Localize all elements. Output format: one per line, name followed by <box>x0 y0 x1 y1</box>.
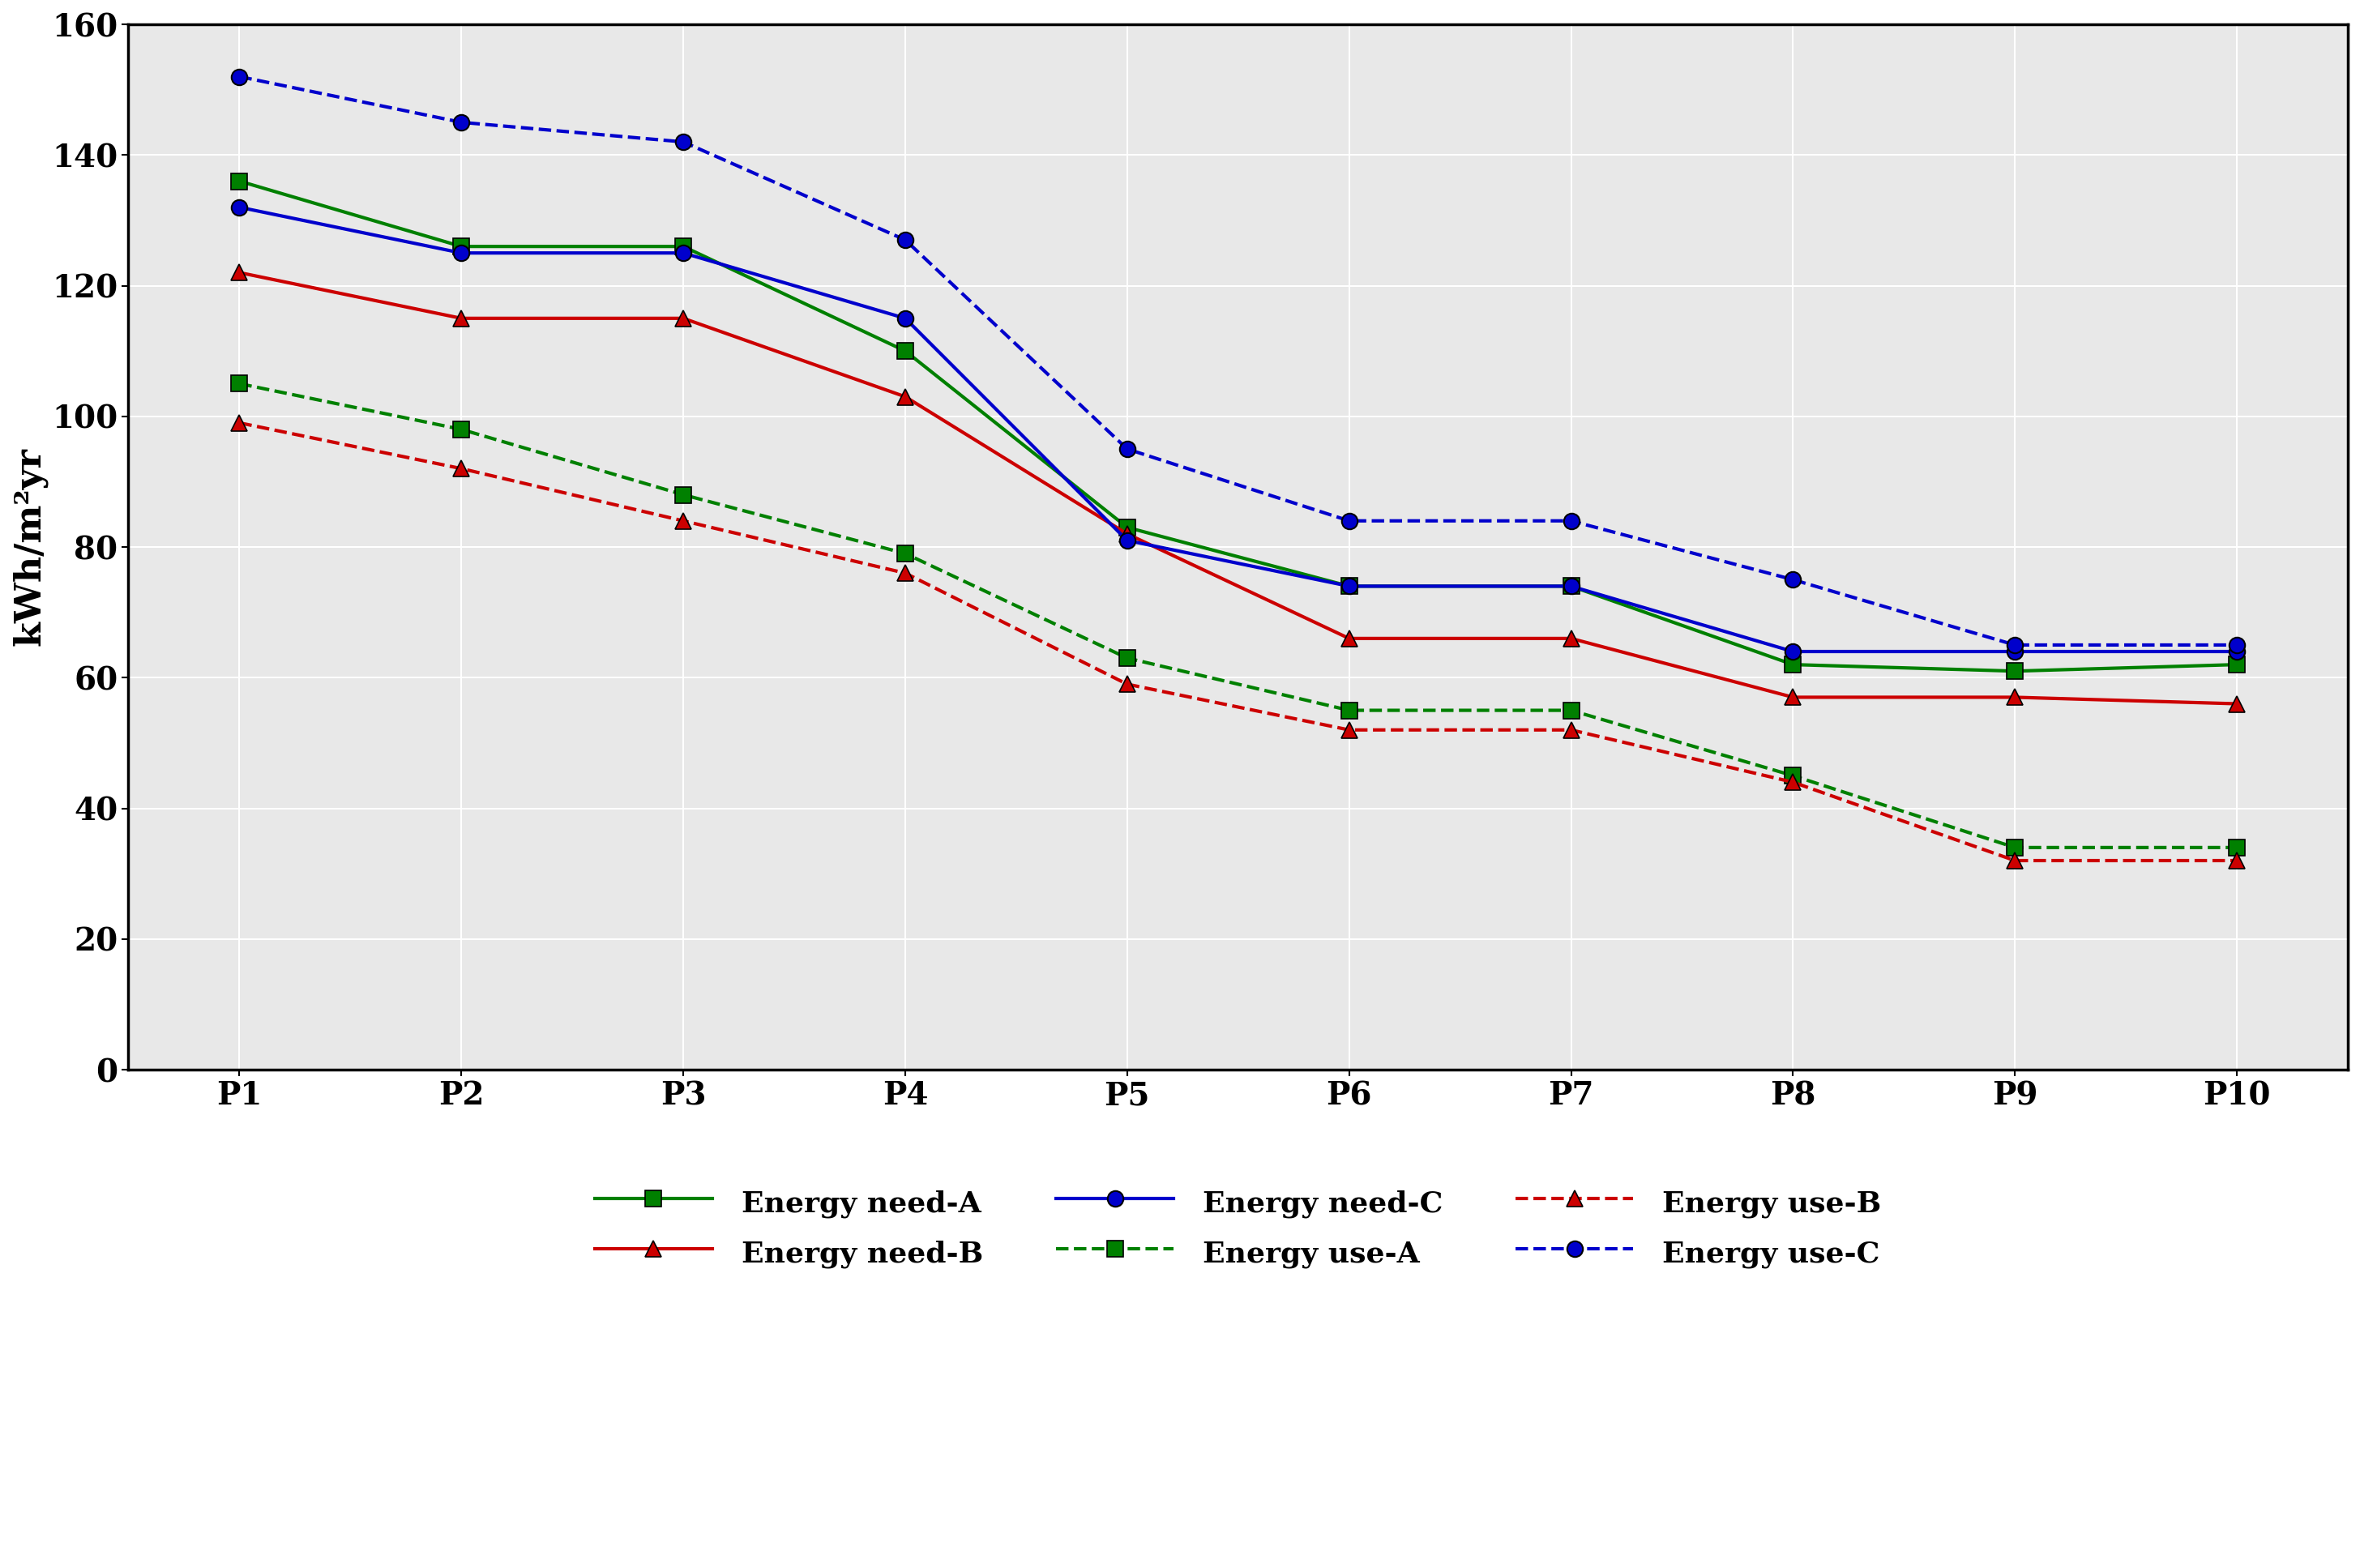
Energy use-A <box>1779 767 1808 786</box>
Energy use-C <box>1558 511 1586 530</box>
Energy use-B <box>1558 721 1586 740</box>
Energy need-C <box>224 198 253 216</box>
Line: Energy need-B: Energy need-B <box>231 265 2244 712</box>
Energy need-C <box>1114 532 1142 550</box>
Energy need-A <box>2223 655 2251 674</box>
Energy need-B <box>224 263 253 282</box>
Energy use-B <box>670 511 699 530</box>
Energy need-A <box>1558 577 1586 596</box>
Energy use-C <box>1114 439 1142 458</box>
Energy need-C <box>1779 643 1808 662</box>
Energy use-C <box>892 230 920 249</box>
Energy use-C <box>224 67 253 86</box>
Energy need-B <box>1779 688 1808 707</box>
Energy use-A <box>892 544 920 563</box>
Energy use-B <box>1336 721 1364 740</box>
Energy use-B <box>892 564 920 583</box>
Energy use-C <box>446 113 474 132</box>
Energy need-B <box>1114 525 1142 544</box>
Energy use-B <box>2223 851 2251 870</box>
Energy use-C <box>1779 571 1808 590</box>
Energy need-B <box>446 309 474 328</box>
Energy need-C <box>446 243 474 262</box>
Energy need-A <box>1779 655 1808 674</box>
Energy need-A <box>1336 577 1364 596</box>
Energy use-B <box>446 459 474 478</box>
Energy use-C <box>2001 635 2030 654</box>
Energy use-A <box>446 420 474 439</box>
Y-axis label: kWh/m²yr: kWh/m²yr <box>12 448 47 646</box>
Energy need-A <box>2001 662 2030 681</box>
Energy use-C <box>670 133 699 152</box>
Energy use-A <box>1114 649 1142 668</box>
Energy need-A <box>670 237 699 256</box>
Energy use-B <box>1779 773 1808 792</box>
Energy use-A <box>2001 839 2030 858</box>
Energy use-A <box>1558 701 1586 720</box>
Energy need-A <box>446 237 474 256</box>
Energy use-C <box>2223 635 2251 654</box>
Line: Energy use-A: Energy use-A <box>231 376 2244 856</box>
Energy use-C <box>1336 511 1364 530</box>
Energy need-B <box>2001 688 2030 707</box>
Energy need-B <box>670 309 699 328</box>
Energy need-C <box>892 309 920 328</box>
Energy use-B <box>224 414 253 433</box>
Energy need-C <box>2223 643 2251 662</box>
Energy use-A <box>224 375 253 394</box>
Energy use-B <box>1114 674 1142 693</box>
Energy use-A <box>670 486 699 505</box>
Energy need-A <box>224 172 253 191</box>
Energy need-C <box>1558 577 1586 596</box>
Energy need-B <box>1336 629 1364 648</box>
Energy need-B <box>2223 695 2251 713</box>
Energy need-A <box>1114 517 1142 536</box>
Energy need-A <box>892 342 920 361</box>
Line: Energy need-C: Energy need-C <box>231 199 2244 660</box>
Energy need-C <box>2001 643 2030 662</box>
Energy use-B <box>2001 851 2030 870</box>
Energy need-C <box>670 243 699 262</box>
Line: Energy use-B: Energy use-B <box>231 416 2244 869</box>
Energy need-B <box>1558 629 1586 648</box>
Energy need-B <box>892 387 920 406</box>
Energy need-C <box>1336 577 1364 596</box>
Line: Energy need-A: Energy need-A <box>231 172 2244 679</box>
Legend: Energy need-A, Energy need-B, Energy need-C, Energy use-A, Energy use-B, Energy : Energy need-A, Energy need-B, Energy nee… <box>581 1170 1895 1286</box>
Energy use-A <box>2223 839 2251 858</box>
Energy use-A <box>1336 701 1364 720</box>
Line: Energy use-C: Energy use-C <box>231 69 2244 652</box>
